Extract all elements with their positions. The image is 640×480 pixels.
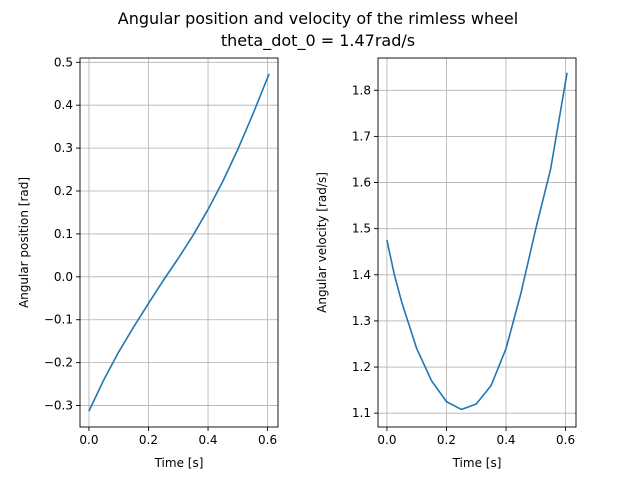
y-tick-label: 1.5 (352, 222, 371, 236)
x-tick-label: 0.4 (198, 433, 217, 447)
figure-title-line-1: Angular position and velocity of the rim… (118, 9, 518, 28)
y-tick-label: 0.1 (54, 227, 73, 241)
y-tick-label: 0.4 (54, 98, 73, 112)
x-tick-label: 0.0 (377, 433, 396, 447)
y-tick-label: 1.4 (352, 268, 371, 282)
y-tick-label: −0.3 (44, 399, 73, 413)
axes-frame (377, 57, 577, 428)
y-tick-label: −0.1 (44, 313, 73, 327)
position-subplot: 0.0 0.2 0.4 0.6 −0.3 −0.2 −0.1 0.0 0.1 0.2 0.3 0.4 0… (17, 55, 279, 470)
y-tick-label: −0.2 (44, 356, 73, 370)
velocity-subplot: 0.0 0.2 0.4 0.6 1.1 1.2 1.3 1.4 1.5 1.6 1.7 1.8 Time… (315, 57, 577, 470)
y-tick-label: 1.7 (352, 129, 371, 143)
y-tick-label: 0.5 (54, 55, 73, 69)
y-tick-label: 0.3 (54, 141, 73, 155)
series-line (386, 72, 568, 411)
x-tick-label: 0.6 (556, 433, 575, 447)
y-axis-label: Angular velocity [rad/s] (315, 172, 329, 313)
x-tick-label: 0.4 (496, 433, 515, 447)
x-tick-label: 0.0 (79, 433, 98, 447)
y-tick-label: 0.2 (54, 184, 73, 198)
y-tick-label: 0.0 (54, 270, 73, 284)
y-axis-label: Angular position [rad] (17, 177, 31, 308)
x-tick-label: 0.6 (258, 433, 277, 447)
x-tick-label: 0.2 (437, 433, 456, 447)
axes-frame (79, 57, 279, 428)
y-tick-label: 1.6 (352, 176, 371, 190)
x-tick-label: 0.2 (139, 433, 158, 447)
x-axis-label: Time [s] (452, 456, 502, 470)
y-tick-label: 1.8 (352, 83, 371, 97)
y-tick-label: 1.2 (352, 360, 371, 374)
figure-title-line-2: theta_dot_0 = 1.47rad/s (221, 31, 415, 51)
series-line (88, 73, 270, 412)
x-axis-label: Time [s] (154, 456, 204, 470)
y-tick-label: 1.1 (352, 406, 371, 420)
y-tick-label: 1.3 (352, 314, 371, 328)
